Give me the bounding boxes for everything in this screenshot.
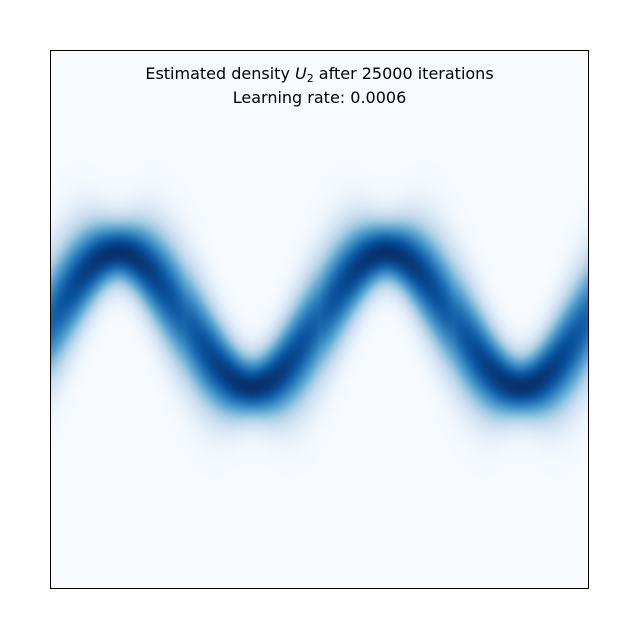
chart-title: Estimated density U2 after 25000 iterati… [50,64,589,85]
density-heatmap [51,51,588,588]
chart-subtitle: Learning rate: 0.0006 [232,88,407,107]
heatmap-plot-area [50,50,589,589]
title-symbol: U [295,64,307,83]
title-prefix: Estimated density [145,64,295,83]
title-suffix: after 25000 iterations [313,64,494,83]
title-subscript: 2 [306,72,314,85]
